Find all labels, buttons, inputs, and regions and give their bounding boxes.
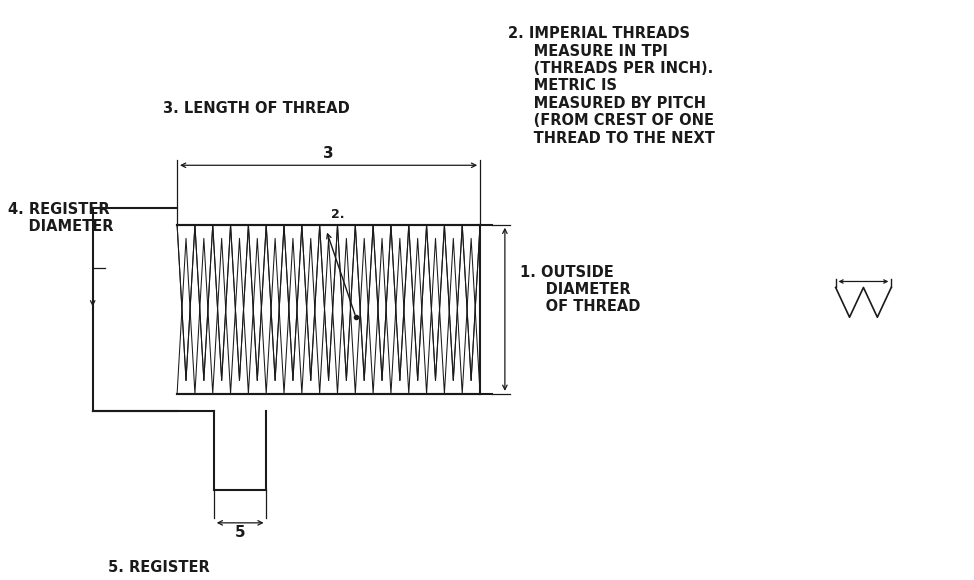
Text: 3. LENGTH OF THREAD: 3. LENGTH OF THREAD [164, 101, 350, 116]
Text: 2. IMPERIAL THREADS
     MEASURE IN TPI
     (THREADS PER INCH).
     METRIC IS
: 2. IMPERIAL THREADS MEASURE IN TPI (THRE… [507, 26, 715, 146]
Text: 4. REGISTER
    DIAMETER: 4. REGISTER DIAMETER [8, 202, 114, 234]
Text: 2.: 2. [331, 208, 345, 221]
Text: 5. REGISTER: 5. REGISTER [107, 560, 209, 575]
Text: 5: 5 [235, 525, 245, 540]
Text: 1. OUTSIDE
     DIAMETER
     OF THREAD: 1. OUTSIDE DIAMETER OF THREAD [520, 264, 640, 314]
Text: 3: 3 [323, 146, 334, 161]
